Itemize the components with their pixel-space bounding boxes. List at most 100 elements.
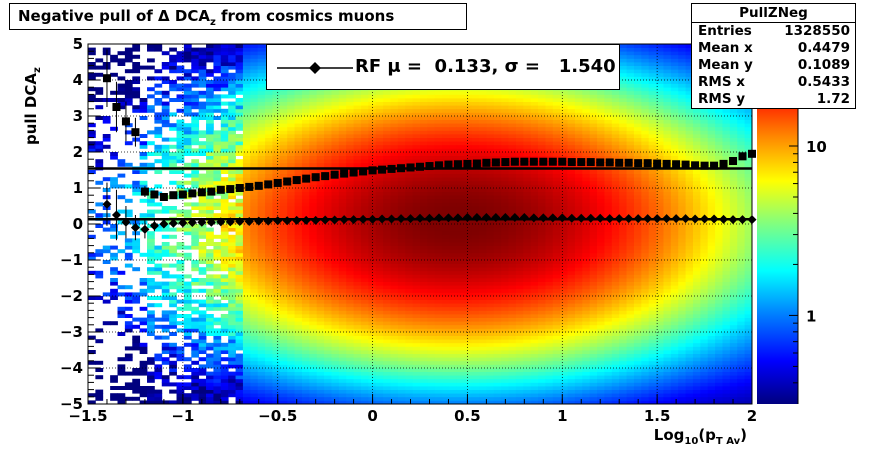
heatmap-cell [420,101,428,106]
heatmap-cell [242,267,251,272]
heatmap-cell [346,396,354,401]
heatmap-cell [427,184,436,189]
heatmap-cell [397,346,406,351]
heatmap-cell [301,108,310,113]
heatmap-cell [405,303,414,308]
heatmap-cell [198,51,207,56]
heatmap-cell [515,368,524,372]
heatmap-cell [390,119,399,124]
heatmap-cell [486,400,495,405]
heatmap-cell [309,101,318,106]
heatmap-cell [331,94,340,99]
heatmap-cell [434,108,443,113]
heatmap-cell [301,238,310,243]
heatmap-cell [169,368,177,372]
heatmap-cell [338,353,347,358]
heatmap-cell [257,234,266,239]
heatmap-cell [161,252,170,257]
heatmap-cell [316,375,325,380]
heatmap-cell [294,209,303,214]
heatmap-cell [493,278,502,282]
heatmap-cell [405,134,414,138]
heatmap-cell [198,134,207,138]
heatmap-cell [383,274,391,279]
heatmap-cell [390,94,399,99]
heatmap-cell [405,342,414,347]
heatmap-cell [183,375,192,380]
heatmap-cell [183,191,192,196]
heatmap-cell [206,180,214,185]
heatmap-cell [301,400,310,405]
heatmap-cell [124,130,133,135]
heatmap-cell [301,353,310,358]
heatmap-cell [250,159,259,164]
heatmap-cell [324,101,332,106]
heatmap-cell [368,152,377,156]
heatmap-cell [368,314,377,318]
heatmap-cell [257,393,266,398]
heatmap-cell [294,260,303,264]
heatmap-cell [397,130,406,135]
heatmap-cell [390,400,399,405]
heatmap-cell [272,126,281,131]
heatmap-cell [515,148,524,153]
heatmap-cell [220,72,229,77]
heatmap-cell [294,389,303,394]
heatmap-cell [301,303,310,308]
heatmap-cell [383,396,391,401]
heatmap-cell [508,224,517,228]
heatmap-cell [191,267,200,272]
heatmap-cell [220,87,229,92]
heatmap-cell [375,346,384,351]
heatmap-cell [324,238,332,243]
heatmap-cell [449,98,458,102]
heatmap-cell [139,321,148,326]
heatmap-cell [228,317,236,322]
heatmap-cell [169,144,177,149]
heatmap-cell [265,173,273,178]
heatmap-cell [294,339,303,344]
heatmap-cell [301,152,310,156]
heatmap-cell [383,177,391,182]
heatmap-cell [250,209,259,214]
heatmap-cell [508,267,517,272]
heatmap-cell [228,299,236,304]
heatmap-cell [206,130,214,135]
heatmap-cell [95,162,104,167]
heatmap-cell [486,303,495,308]
heatmap-cell [493,332,502,336]
heatmap-cell [375,310,384,315]
heatmap-cell [338,242,347,246]
heatmap-cell [309,202,318,207]
heatmap-cell [493,206,502,210]
heatmap-cell [456,134,465,138]
heatmap-cell [412,180,421,185]
heatmap-cell [390,310,399,315]
heatmap-cell [294,314,303,318]
heatmap-cell [456,119,465,124]
heatmap-cell [442,144,450,149]
heatmap-cell [471,105,480,110]
heatmap-cell [287,213,295,218]
heatmap-cell [228,180,236,185]
heatmap-cell [88,94,96,99]
heatmap-cell [346,101,354,106]
heatmap-cell [183,303,192,308]
heatmap-cell [316,98,325,102]
heatmap-cell [338,335,347,340]
heatmap-cell [353,206,362,210]
heatmap-cell [486,389,495,394]
heatmap-cell [154,112,163,117]
heatmap-cell [95,87,104,92]
heatmap-cell [117,368,126,372]
heatmap-cell [368,242,377,246]
heatmap-cell [360,213,369,218]
heatmap-cell [434,227,443,232]
heatmap-cell [501,346,509,351]
heatmap-cell [368,191,377,196]
heatmap-cell [464,101,473,106]
heatmap-cell [397,296,406,300]
heatmap-cell [442,134,450,138]
heatmap-cell [88,134,96,138]
heatmap-cell [331,224,340,228]
